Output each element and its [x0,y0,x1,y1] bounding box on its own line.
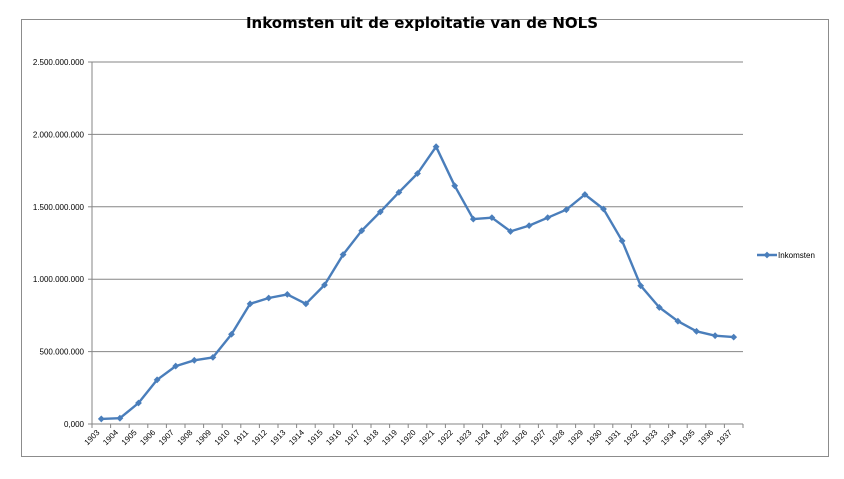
data-point [562,206,570,214]
x-tick-label: 1914 [287,428,306,447]
data-point [395,188,403,196]
data-point [376,208,384,216]
axes [88,61,744,428]
data-point [172,362,180,370]
legend: Inkomsten [757,251,815,260]
data-point [339,251,347,258]
series-line [101,145,734,421]
x-tick-label: 1929 [566,428,585,447]
x-tick-label: 1927 [529,428,548,447]
data-point [135,399,142,407]
data-point [469,215,477,223]
x-tick-label: 1906 [138,428,157,447]
data-point [655,304,663,311]
data-point [321,281,328,289]
y-tick-label: 1.000.000.000 [33,275,85,284]
x-tick-labels: 1903 1904 1905 1906 1907 1908 1909 1910 1911 1912… [83,428,735,447]
x-tick-label: 1926 [510,428,529,447]
x-tick-label: 1934 [659,428,678,447]
x-tick-label: 1910 [213,428,232,447]
data-point [730,333,738,341]
data-point [507,228,514,235]
data-point [581,191,589,198]
y-tick-labels: 0,000 500.000.000 1.000.000.000 1.500.000.0… [33,58,85,429]
data-point [358,227,366,235]
x-tick-label: 1904 [101,428,120,447]
data-point [302,300,310,308]
x-tick-label: 1919 [380,428,399,447]
data-point [153,376,161,384]
chart-frame [21,19,829,457]
data-point [414,170,421,177]
y-tick-label: 2.000.000.000 [33,130,85,139]
data-point [674,317,682,325]
x-tick-label: 1915 [306,428,325,447]
y-tick-label: 500.000.000 [40,348,85,357]
x-tick-label: 1937 [715,428,734,447]
data-point [432,143,440,151]
x-tick-label: 1928 [548,428,567,447]
y-tick-label: 0,000 [64,420,85,429]
x-tick-label: 1908 [176,428,195,447]
data-point [209,353,217,361]
data-point [97,415,105,423]
data-point [693,327,700,335]
data-point [451,182,459,190]
x-tick-label: 1924 [473,428,492,447]
data-point [283,291,291,298]
data-point [525,222,533,230]
data-point [711,332,719,340]
x-tick-label: 1903 [83,428,102,447]
data-point [544,214,552,222]
legend-marker [763,251,771,259]
x-tick-label: 1936 [696,428,715,447]
data-point [190,356,198,364]
series-inkomsten [97,143,738,423]
x-tick-label: 1932 [622,428,641,447]
y-tick-label: 2.500.000.000 [33,58,85,67]
data-point [228,330,235,338]
legend-label: Inkomsten [778,251,815,260]
x-tick-label: 1917 [343,428,362,447]
chart-title: Inkomsten uit de exploitatie van de NOLS [245,14,599,32]
x-tick-label: 1931 [603,428,622,447]
x-tick-label: 1909 [194,428,213,447]
x-tick-label: 1922 [436,428,455,447]
y-tick-label: 1.500.000.000 [33,203,85,212]
x-tick-label: 1907 [157,428,176,447]
x-tick-label: 1920 [399,428,418,447]
data-point [265,294,273,302]
x-tick-label: 1916 [324,428,343,447]
x-tick-label: 1912 [250,428,269,447]
data-point [488,214,496,222]
data-point [618,237,626,245]
x-tick-label: 1921 [417,428,436,447]
x-tick-label: 1905 [120,428,139,447]
data-point [116,414,124,422]
data-point [246,300,254,308]
x-tick-label: 1918 [362,428,381,447]
data-point [637,282,645,290]
x-tick-label: 1930 [585,428,604,447]
gridlines [92,61,743,353]
x-tick-label: 1911 [232,428,251,447]
x-tick-label: 1935 [678,428,697,447]
x-tick-label: 1923 [455,428,474,447]
data-point [600,205,607,213]
x-tick-label: 1933 [641,428,660,447]
x-tick-label: 1925 [492,428,511,447]
x-tick-label: 1913 [269,428,288,447]
